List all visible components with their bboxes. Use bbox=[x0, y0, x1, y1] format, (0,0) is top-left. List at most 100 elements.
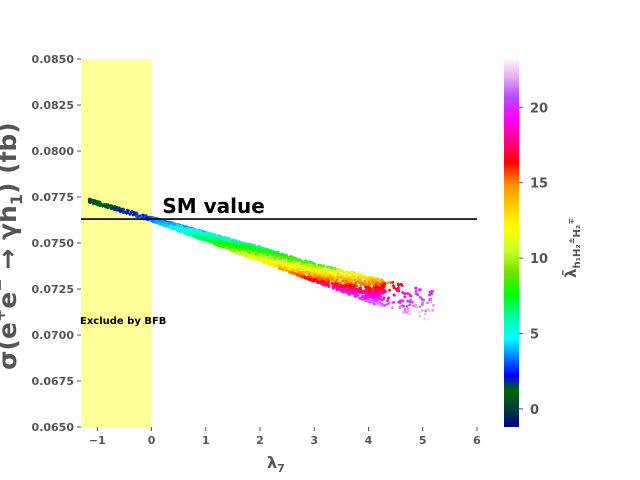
scatter-point bbox=[128, 212, 132, 216]
scatter-point bbox=[333, 272, 337, 276]
scatter-point bbox=[319, 282, 323, 285]
scatter-point bbox=[383, 282, 387, 286]
scatter-point bbox=[327, 285, 331, 288]
sm-value-label: SM value bbox=[162, 194, 264, 218]
scatter-point bbox=[378, 283, 382, 286]
y-tick-label: 0.0675 bbox=[32, 375, 74, 388]
scatter-point bbox=[391, 301, 395, 304]
scatter-point bbox=[282, 259, 286, 262]
scatter-point bbox=[262, 261, 265, 264]
scatter-point bbox=[307, 278, 311, 281]
scatter-point bbox=[407, 312, 411, 316]
x-tick-label: 5 bbox=[419, 434, 427, 447]
scatter-point bbox=[402, 304, 405, 308]
y-tick-label: 0.0800 bbox=[32, 145, 75, 158]
scatter-point bbox=[377, 303, 381, 307]
scatter-point bbox=[289, 258, 293, 261]
scatter-point bbox=[412, 304, 415, 308]
scatter-point bbox=[356, 294, 360, 297]
scatter-point bbox=[281, 268, 284, 271]
scatter-point bbox=[193, 235, 197, 239]
scatter-point bbox=[339, 285, 343, 288]
scatter-point bbox=[163, 224, 167, 227]
scatter-point bbox=[183, 231, 186, 235]
scatter-point bbox=[367, 292, 371, 296]
scatter-point bbox=[398, 305, 402, 308]
scatter-point bbox=[386, 281, 389, 285]
scatter-point bbox=[364, 287, 368, 291]
scatter-point bbox=[354, 281, 358, 285]
scatter-point bbox=[403, 292, 407, 295]
scatter-point bbox=[347, 270, 350, 274]
scatter-point bbox=[327, 279, 330, 282]
scatter-point bbox=[367, 280, 371, 284]
scatter-point bbox=[267, 252, 271, 256]
scatter-point bbox=[217, 234, 221, 238]
scatter-point bbox=[371, 281, 375, 285]
scatter-point bbox=[428, 290, 432, 294]
scatter-point bbox=[284, 268, 288, 272]
scatter-point bbox=[300, 271, 304, 274]
scatter-points bbox=[87, 197, 435, 321]
scatter-point bbox=[418, 314, 422, 318]
scatter-point bbox=[395, 289, 399, 293]
scatter-point bbox=[391, 280, 395, 284]
scatter-point bbox=[353, 279, 357, 282]
scatter-point bbox=[391, 306, 394, 310]
colorbar bbox=[504, 59, 519, 427]
scatter-point bbox=[401, 299, 405, 303]
scatter-point bbox=[426, 307, 429, 311]
scatter-point bbox=[198, 237, 202, 241]
scatter-point bbox=[223, 242, 227, 246]
scatter-point bbox=[431, 308, 435, 312]
scatter-point bbox=[355, 272, 359, 276]
scatter-point bbox=[432, 303, 435, 307]
scatter-point bbox=[269, 259, 273, 263]
scatter-point bbox=[173, 227, 177, 231]
scatter-point bbox=[421, 301, 424, 305]
scatter-point bbox=[269, 255, 273, 258]
scatter-point bbox=[103, 203, 107, 206]
scatter-point bbox=[366, 296, 370, 300]
scatter-point bbox=[403, 310, 407, 314]
scatter-point bbox=[389, 281, 392, 285]
scatter-point bbox=[353, 295, 357, 299]
scatter-point bbox=[254, 251, 257, 254]
scatter-point bbox=[428, 309, 431, 313]
scatter-point bbox=[406, 299, 410, 303]
scatter-point bbox=[295, 272, 298, 276]
scatter-point bbox=[420, 303, 424, 307]
scatter-point bbox=[408, 293, 412, 297]
colorbar-tick-label: 0 bbox=[530, 403, 539, 418]
scatter-point bbox=[392, 284, 395, 287]
scatter-point bbox=[279, 263, 283, 266]
scatter-point bbox=[118, 210, 122, 214]
scatter-point bbox=[331, 286, 335, 289]
scatter-point bbox=[236, 248, 240, 252]
scatter-point bbox=[275, 264, 278, 268]
scatter-point bbox=[431, 290, 434, 293]
scatter-point bbox=[422, 298, 426, 302]
scatter-point bbox=[403, 295, 407, 299]
scatter-point bbox=[375, 281, 379, 284]
scatter-point bbox=[423, 317, 427, 321]
scatter-point bbox=[347, 277, 350, 281]
scatter-point bbox=[383, 285, 386, 288]
scatter-point bbox=[428, 293, 431, 297]
scatter-point bbox=[225, 246, 228, 250]
scatter-point bbox=[267, 262, 271, 266]
scatter-point bbox=[378, 293, 382, 297]
scatter-point bbox=[272, 264, 276, 268]
scatter-point bbox=[290, 271, 294, 275]
x-axis: −1 0 1 2 3 4 5 6 bbox=[89, 427, 481, 447]
excluded-region bbox=[81, 59, 152, 427]
scatter-point bbox=[361, 294, 364, 298]
scatter-point bbox=[288, 256, 291, 260]
scatter-point bbox=[224, 236, 227, 240]
scatter-point bbox=[335, 288, 339, 292]
y-tick-label: 0.0825 bbox=[32, 99, 74, 112]
scatter-point bbox=[359, 286, 362, 290]
scatter-point bbox=[370, 290, 374, 293]
scatter-point bbox=[302, 265, 306, 268]
